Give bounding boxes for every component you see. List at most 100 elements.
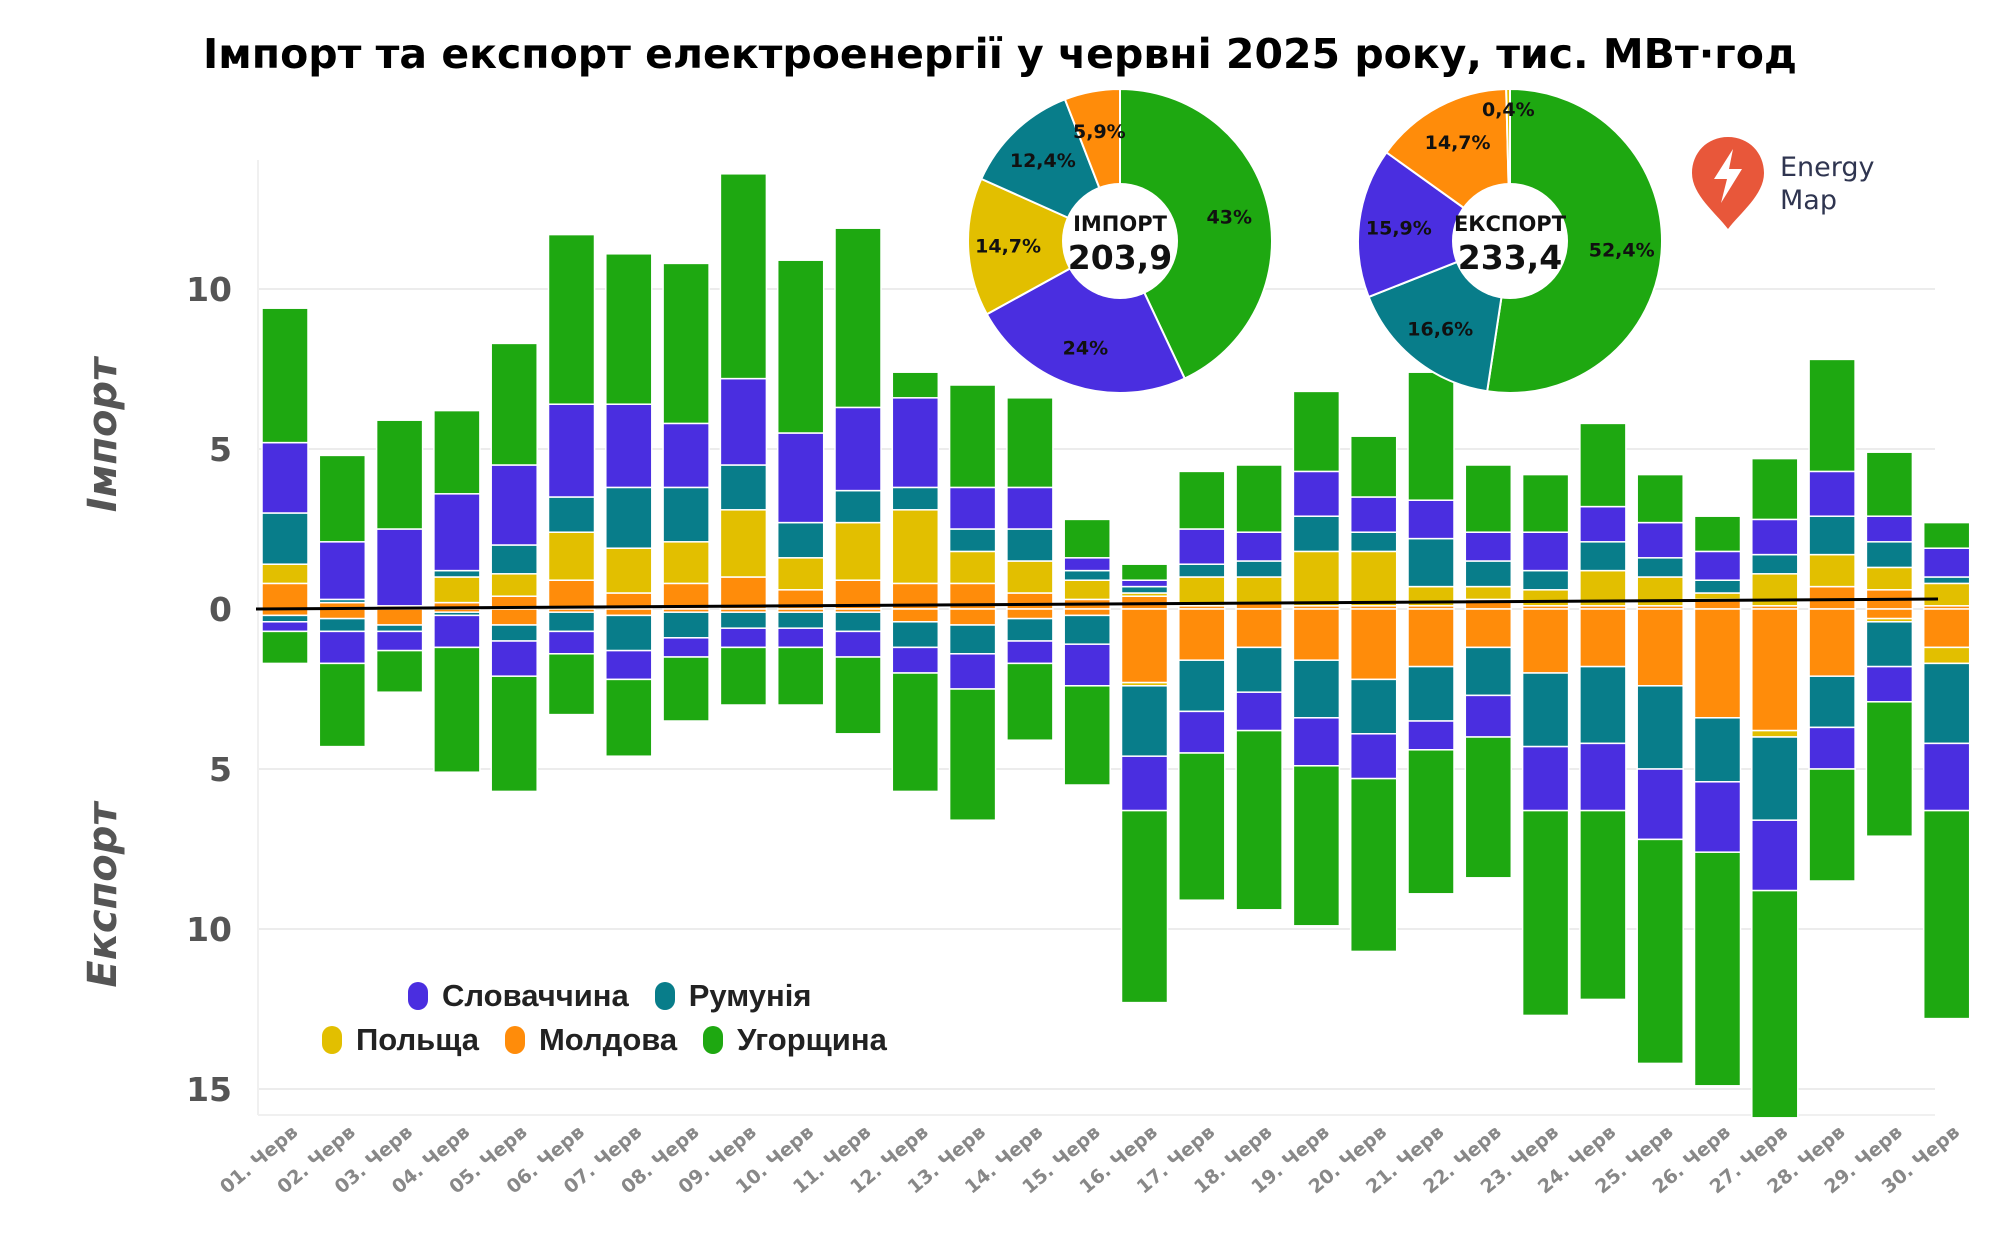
import-bar-segment	[719, 173, 768, 380]
import-bar-segment	[1292, 470, 1341, 517]
export-bar-segment	[1808, 726, 1856, 770]
y-tick-label: 0	[209, 590, 232, 629]
export-bar-segment	[1808, 675, 1856, 729]
import-bar-segment	[605, 486, 653, 549]
export-bar-segment	[1521, 672, 1570, 748]
export-bar-segment	[891, 646, 940, 674]
export-bar-segment	[318, 617, 367, 633]
export-bar-segment	[1751, 819, 1799, 892]
y-tick-label: 10	[186, 910, 232, 949]
export-bar-segment	[1178, 659, 1226, 713]
export-bar-segment	[261, 621, 309, 633]
import-bar-segment	[834, 406, 882, 492]
pie-slice	[1486, 87, 1663, 394]
export-bar-segment	[1464, 736, 1513, 879]
import-bar-segment	[1006, 560, 1054, 594]
export-bar-segment	[1808, 608, 1856, 677]
import-bar-segment	[433, 493, 481, 572]
pie-slice-label: 24%	[1063, 338, 1108, 360]
import-bar-segment	[891, 509, 940, 585]
import-bar-segment	[1178, 563, 1226, 578]
export-bar-segment	[1521, 608, 1570, 674]
import-bar-segment	[1808, 585, 1856, 610]
pie-slice-label: 52,4%	[1589, 239, 1655, 261]
export-bar-segment	[1464, 608, 1513, 649]
export-bar-segment	[1579, 742, 1627, 812]
import-bar-segment	[1063, 579, 1111, 601]
export-bar-segment	[834, 630, 882, 658]
export-bar-segment	[1636, 838, 1684, 1065]
export-bar-segment	[1636, 768, 1684, 841]
import-bar-segment	[719, 464, 768, 511]
export-bar-segment	[948, 653, 997, 690]
export-bar-segment	[1349, 678, 1398, 735]
import-bar-segment	[261, 307, 309, 444]
import-axis-label: Імпорт	[80, 357, 126, 513]
import-bar-segment	[547, 233, 596, 405]
import-bar-segment	[776, 259, 825, 434]
import-bar-segment	[1063, 518, 1111, 559]
export-bar-segment	[1693, 781, 1742, 853]
import-bar-segment	[1693, 579, 1742, 594]
export-bar-segment	[1521, 809, 1570, 1017]
export-bar-segment	[1063, 685, 1111, 786]
lightning-pin-icon	[1692, 137, 1764, 229]
import-bar-segment	[375, 419, 424, 530]
export-bar-segment	[1349, 777, 1398, 953]
import-bar-segment	[719, 576, 768, 610]
export-bar-segment	[1693, 717, 1742, 783]
import-bar-segment	[1063, 569, 1111, 581]
export-bar-segment	[605, 608, 653, 617]
import-bar-segment	[891, 397, 940, 489]
export-bar-segment	[547, 653, 596, 716]
legend-swatch	[504, 1026, 525, 1054]
export-bar-segment	[1006, 662, 1054, 741]
import-bar-segment	[1579, 505, 1627, 543]
import-bar-segment	[1579, 541, 1627, 572]
export-bar-segment	[1751, 608, 1799, 732]
import-bar-segment	[490, 544, 538, 575]
export-bar-segment	[375, 649, 424, 693]
export-bar-segment	[1636, 608, 1684, 687]
export-bar-segment	[662, 637, 710, 658]
export-bar-segment	[719, 611, 768, 629]
export-bar-segment	[776, 646, 825, 706]
legend-label: Румунія	[688, 978, 812, 1013]
import-bar-segment	[1865, 566, 1914, 591]
import-bar-segment	[1865, 541, 1914, 569]
legend-item: Польща	[322, 1022, 479, 1058]
export-axis-label: Експорт	[80, 802, 126, 988]
import-bar-segment	[662, 541, 710, 585]
export-bar-segment	[948, 688, 997, 821]
import-bar-segment	[1636, 521, 1684, 559]
pie-center-value: 233,4	[1458, 238, 1562, 277]
import-bar-segment	[1407, 537, 1455, 588]
export-bar-segment	[1178, 752, 1226, 901]
import-bar-segment	[1865, 515, 1914, 543]
y-tick-label: 5	[209, 430, 232, 469]
export-bar-segment	[605, 614, 653, 652]
export-bar-segment	[1235, 608, 1283, 649]
export-bar-segment	[261, 630, 309, 665]
import-bar-segment	[662, 582, 710, 610]
logo-text: Energy Map	[1780, 151, 1875, 217]
pie-slice-label: 12,4%	[1010, 150, 1076, 172]
export-bar-segment	[1063, 643, 1111, 687]
export-bar-segment	[1063, 608, 1111, 617]
export-bar-segment	[1407, 608, 1455, 668]
import-bar-segment	[891, 486, 940, 511]
export-bar-segment	[1292, 608, 1341, 661]
export-bar-segment	[1751, 729, 1799, 738]
import-bar-segment	[1178, 470, 1226, 530]
legend-row-1: Словаччина Румунія	[408, 978, 837, 1014]
import-bar-segment	[1579, 422, 1627, 508]
import-bar-segment	[1464, 560, 1513, 588]
logo-line-1: Energy	[1780, 152, 1875, 183]
import-bar-segment	[605, 547, 653, 594]
export-bar-segment	[1693, 851, 1742, 1087]
pie-center-value: 203,9	[1068, 238, 1172, 277]
y-tick-label: 10	[186, 270, 232, 309]
import-bar-segment	[433, 576, 481, 604]
import-bar-segment	[1292, 390, 1341, 473]
